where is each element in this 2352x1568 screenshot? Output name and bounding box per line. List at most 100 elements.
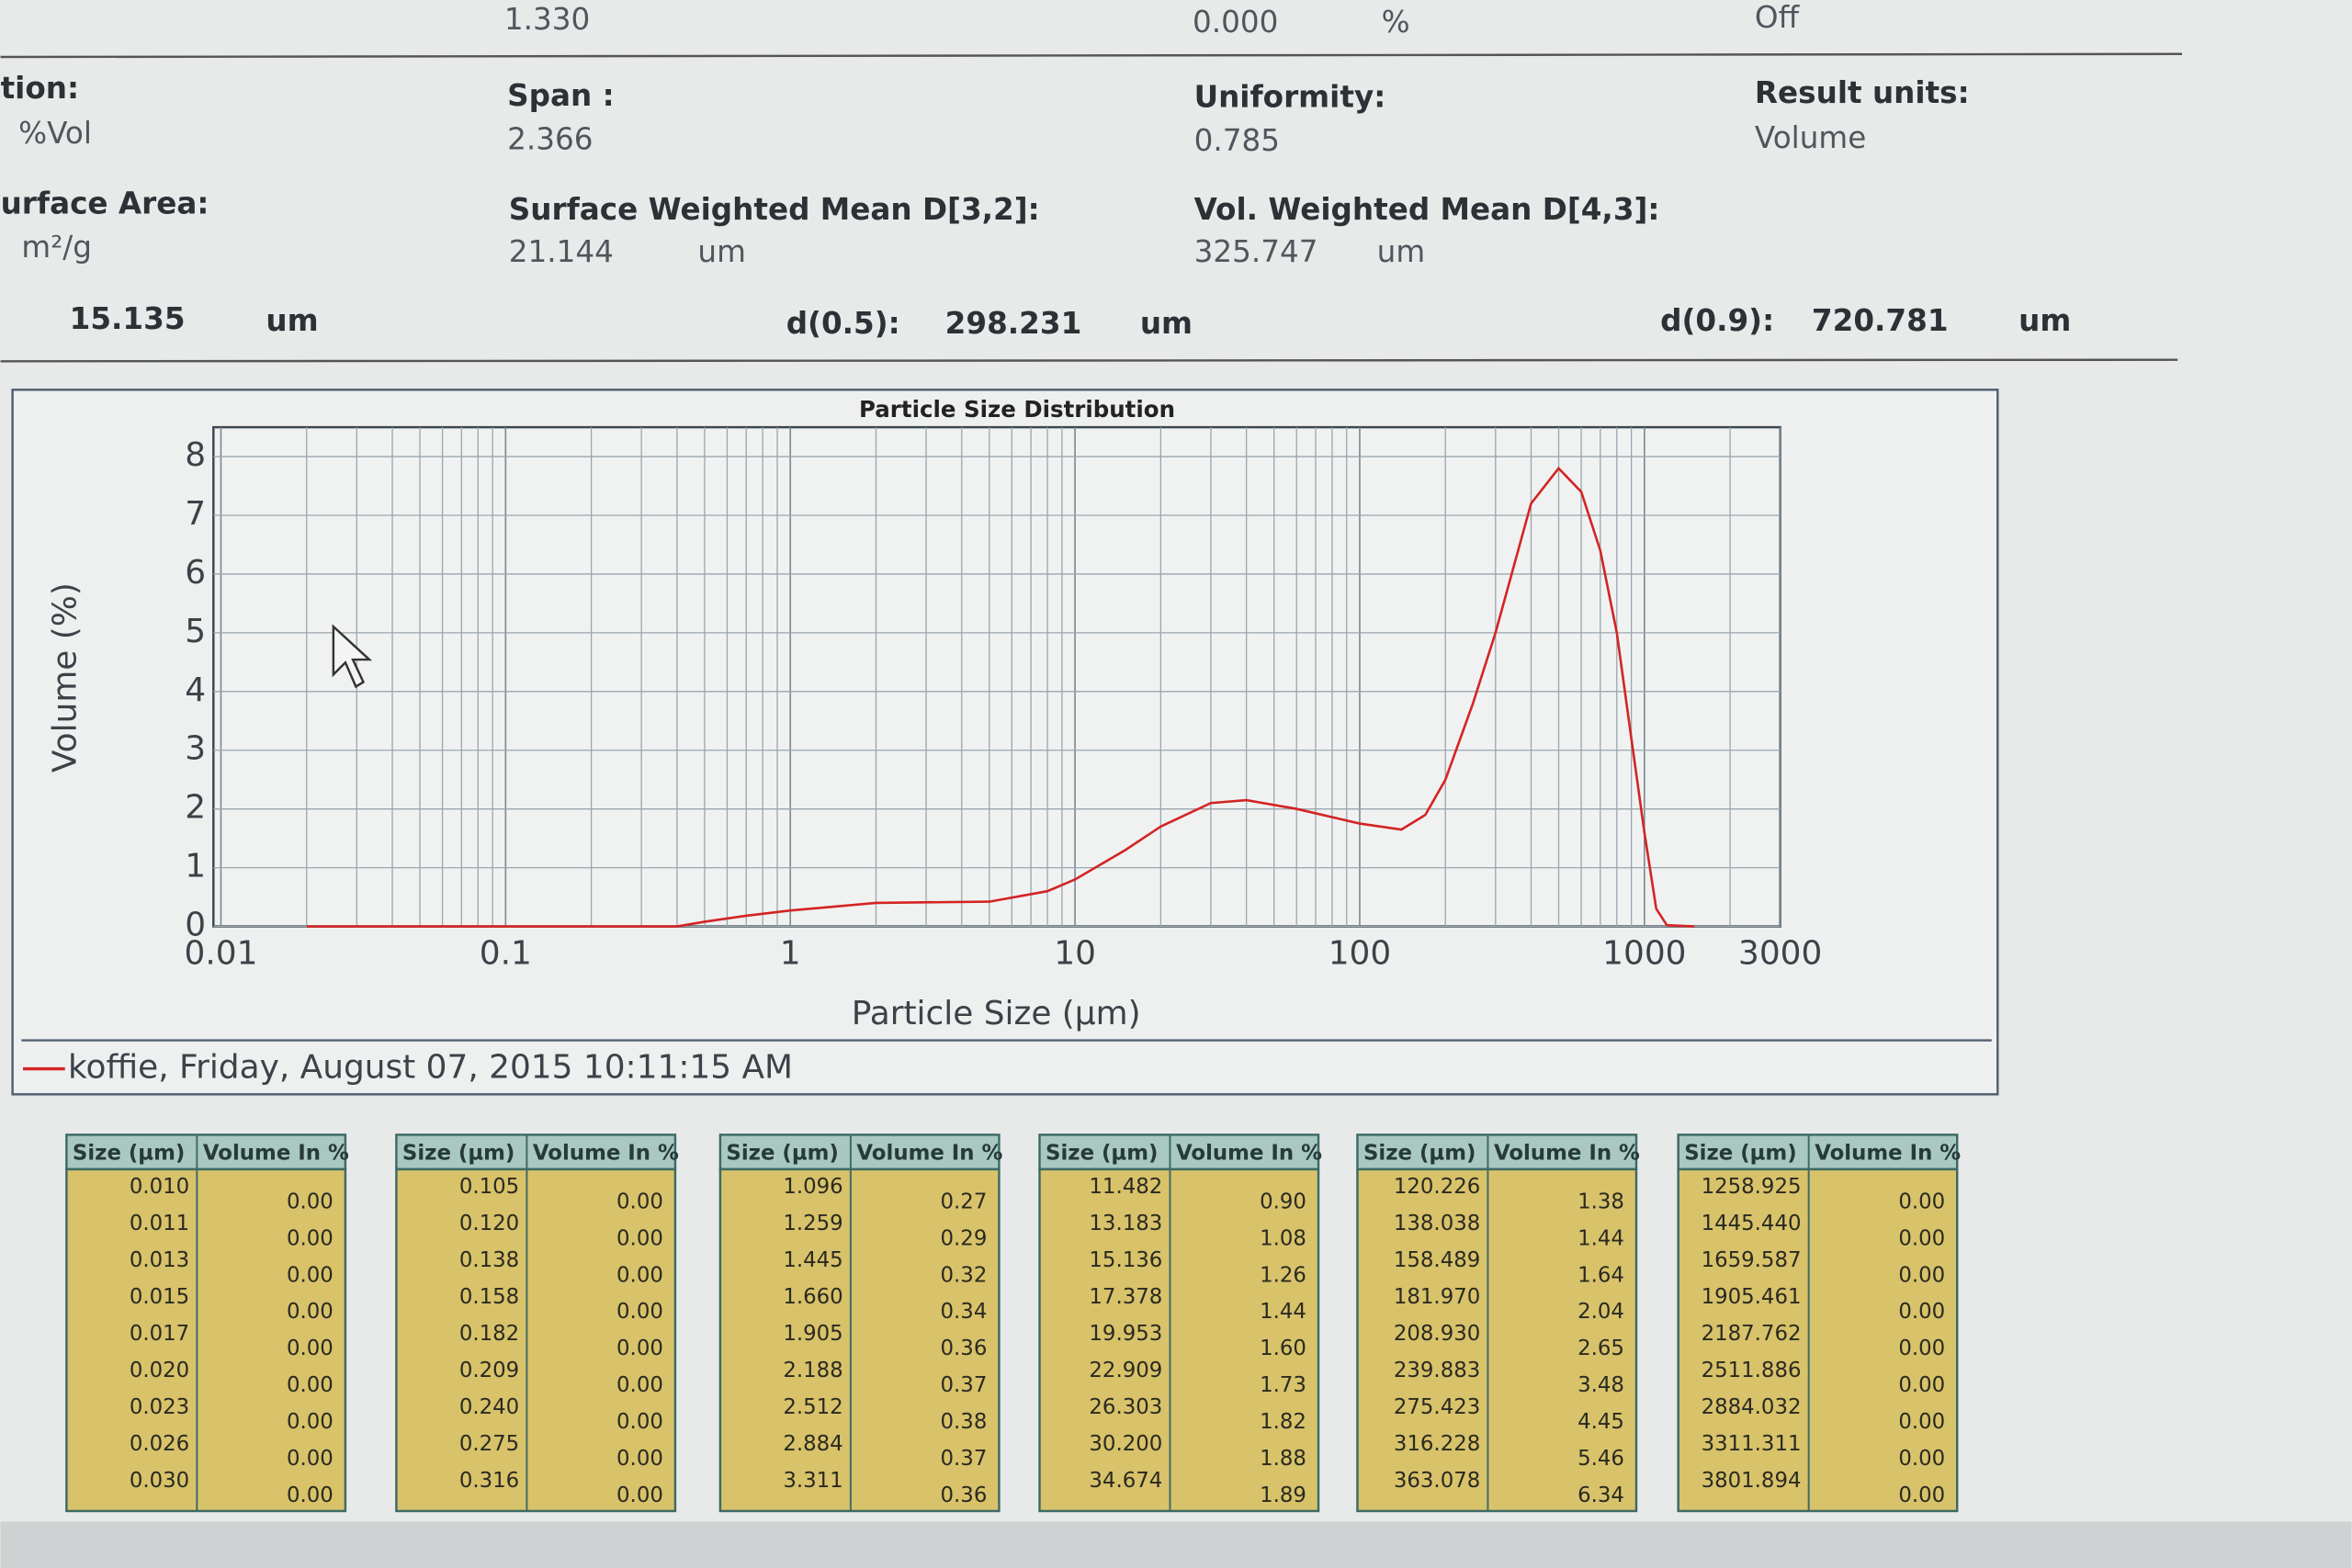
volume-cell: 0.00 (616, 1410, 663, 1434)
size-cell: 1.905 (783, 1322, 842, 1346)
size-cell: 1.445 (783, 1248, 842, 1272)
table-body (395, 1168, 677, 1513)
result-label: d(0.5): (786, 306, 900, 341)
volume-cell: 0.00 (1898, 1483, 1945, 1507)
field-label: Vol. Weighted Mean D[4,3]: (1194, 192, 1660, 227)
y-tick-label: 2 (185, 789, 206, 827)
field-value: m²/g (21, 230, 92, 265)
table-heading: Volume In % (533, 1141, 679, 1165)
volume-cell: 0.00 (1898, 1190, 1945, 1213)
chart-title: Particle Size Distribution (859, 396, 1175, 423)
size-cell: 0.013 (130, 1248, 189, 1272)
table-heading: Volume In % (1176, 1141, 1322, 1165)
size-cell: 1.259 (783, 1212, 842, 1235)
size-cell: 15.136 (1089, 1248, 1162, 1272)
table-header (1677, 1134, 1959, 1171)
volume-cell: 1.08 (1260, 1226, 1306, 1250)
data-table: Size (µm) Volume In % 120.226 1.38 138.038 1.… (1356, 1134, 1640, 1513)
header-value: % (1382, 5, 1410, 39)
table-body (1038, 1168, 1320, 1513)
size-cell: 1445.440 (1702, 1212, 1802, 1235)
volume-cell: 0.90 (1260, 1190, 1306, 1213)
volume-cell: 0.00 (616, 1447, 663, 1471)
volume-cell: 0.32 (941, 1263, 988, 1287)
field-unit: um (697, 234, 745, 269)
data-table: Size (µm) Volume In % 1258.925 0.00 1445.440… (1677, 1134, 1961, 1513)
table-body (65, 1168, 347, 1513)
table-body (718, 1168, 1001, 1513)
volume-cell: 0.00 (1898, 1337, 1945, 1360)
header-value: Off (1755, 0, 1801, 35)
volume-cell: 0.29 (941, 1226, 988, 1250)
volume-cell: 0.37 (941, 1447, 988, 1471)
volume-cell: 1.73 (1260, 1373, 1306, 1397)
x-tick-label: 100 (1329, 935, 1392, 973)
size-cell: 363.078 (1394, 1469, 1480, 1493)
size-cell: 181.970 (1394, 1285, 1480, 1309)
size-cell: 0.158 (459, 1285, 519, 1309)
table-header (65, 1134, 347, 1171)
table-header (395, 1134, 677, 1171)
field-value: Volume (1755, 120, 1866, 155)
size-cell: 0.030 (130, 1469, 189, 1493)
volume-cell: 1.26 (1260, 1263, 1306, 1287)
volume-cell: 0.27 (941, 1190, 988, 1213)
field-label: Surface Weighted Mean D[3,2]: (509, 192, 1040, 227)
volume-cell: 0.00 (1898, 1410, 1945, 1434)
size-cell: 0.020 (130, 1359, 189, 1382)
volume-cell: 0.00 (287, 1263, 334, 1287)
field-unit: um (1377, 234, 1425, 269)
field-value: 325.747 (1194, 234, 1318, 269)
size-cell: 13.183 (1089, 1212, 1162, 1235)
size-cell: 0.275 (459, 1432, 519, 1456)
size-cell: 0.023 (130, 1395, 189, 1419)
size-cell: 0.209 (459, 1359, 519, 1382)
volume-cell: 0.37 (941, 1373, 988, 1397)
table-heading: Size (µm) (1046, 1141, 1158, 1165)
table-heading: Size (µm) (1363, 1141, 1476, 1165)
field-label: urface Area: (1, 186, 209, 221)
size-cell: 0.240 (459, 1395, 519, 1419)
volume-cell: 1.44 (1260, 1300, 1306, 1324)
y-tick-label: 3 (185, 730, 206, 768)
size-cell: 17.378 (1089, 1285, 1162, 1309)
volume-cell: 2.65 (1577, 1337, 1624, 1360)
size-cell: 19.953 (1089, 1322, 1162, 1346)
size-cell: 316.228 (1394, 1432, 1480, 1456)
data-table: Size (µm) Volume In % 11.482 0.90 13.183 1.08… (1038, 1134, 1322, 1513)
table-body (1677, 1168, 1959, 1513)
data-line (306, 466, 1695, 928)
volume-cell: 0.36 (941, 1337, 988, 1360)
size-cell: 2.512 (783, 1395, 842, 1419)
size-cell: 0.026 (130, 1432, 189, 1456)
volume-cell: 0.00 (1898, 1373, 1945, 1397)
size-cell: 0.105 (459, 1175, 519, 1199)
volume-cell: 0.00 (1898, 1263, 1945, 1287)
size-cell: 0.120 (459, 1212, 519, 1235)
y-tick-label: 6 (185, 554, 206, 592)
size-cell: 26.303 (1089, 1395, 1162, 1419)
screen-bezel (0, 1521, 2352, 1568)
field-value: %Vol (18, 116, 92, 151)
size-cell: 2.188 (783, 1359, 842, 1382)
data-table: Size (µm) Volume In % 1.096 0.27 1.259 0.29 1.… (718, 1134, 1002, 1513)
volume-cell: 0.00 (287, 1337, 334, 1360)
size-cell: 1659.587 (1702, 1248, 1802, 1272)
table-heading: Size (µm) (726, 1141, 838, 1165)
x-tick-label: 3000 (1738, 935, 1822, 973)
result-unit: um (2018, 303, 2071, 338)
table-heading: Size (µm) (1684, 1141, 1796, 1165)
table-heading: Volume In % (1815, 1141, 1961, 1165)
size-cell: 2884.032 (1702, 1395, 1802, 1419)
volume-cell: 0.38 (941, 1410, 988, 1434)
size-cell: 239.883 (1394, 1359, 1480, 1382)
size-cell: 0.015 (130, 1285, 189, 1309)
header-value: 0.000 (1193, 5, 1278, 39)
field-value: 0.785 (1194, 123, 1280, 158)
result-value: 720.781 (1812, 303, 1949, 338)
volume-cell: 0.00 (1898, 1300, 1945, 1324)
volume-cell: 0.00 (287, 1447, 334, 1471)
y-tick-label: 8 (185, 436, 206, 474)
volume-cell: 1.44 (1577, 1226, 1624, 1250)
